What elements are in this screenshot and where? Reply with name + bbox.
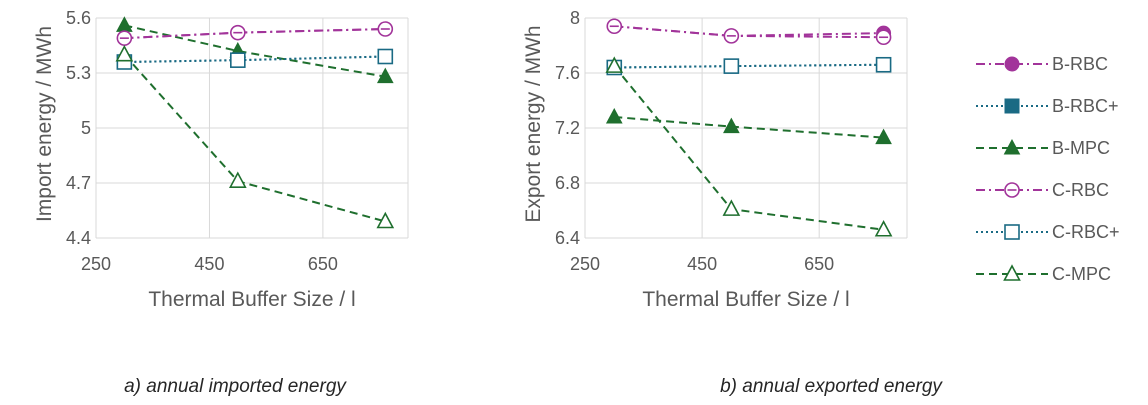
a-series-line-b-mpc [124,24,386,78]
b-ytick-label: 6.8 [555,173,580,193]
legend-label-c-mpc: C-MPC [1052,264,1111,284]
a-series-line-c-rbc-plus [124,55,386,63]
a-ytick-label: 4.7 [66,173,91,193]
legend-label-c-rbc-plus: C-RBC+ [1052,222,1120,242]
caption-a: a) annual imported energy [124,376,346,397]
a-series-line-c-rbc [124,28,386,40]
b-point-c-rbc-plus [723,58,740,74]
b-x-axis-title: Thermal Buffer Size / l [642,288,849,311]
a-point-c-rbc-plus [230,52,246,68]
b-series-line-c-rbc [614,25,884,39]
b-ytick-label: 7.6 [555,63,580,83]
a-ytick-label: 5.6 [66,8,91,28]
b-series-line-b-mpc [614,116,884,139]
b-ytick-label: 8 [570,8,580,28]
legend: B-RBC B-RBC+ B-MPC C-RBC C-RBC+ C-MPC [976,54,1120,284]
a-xtick-label: 450 [194,254,224,274]
legend-marker-b-rbc-plus [1004,98,1020,114]
caption-b: b) annual exported energy [720,376,942,397]
b-point-c-mpc [605,56,624,73]
legend-marker-b-mpc [1003,138,1021,155]
a-xtick-label: 650 [308,254,338,274]
b-point-b-mpc [605,107,623,124]
chart-annual-import: 4.4 4.7 5 5.3 5.6 250 450 650 Thermal Buffer Siz… [33,8,409,311]
a-ytick-label: 4.4 [66,228,91,248]
b-xtick-label: 650 [804,254,834,274]
b-series-line-c-mpc [613,65,884,231]
a-point-c-mpc [376,211,395,229]
a-point-c-mpc [115,44,134,62]
b-ytick-label: 6.4 [555,228,580,248]
legend-label-c-rbc: C-RBC [1052,180,1109,200]
b-point-c-mpc [874,220,893,237]
a-xtick-label: 250 [81,254,111,274]
a-x-axis-title: Thermal Buffer Size / l [148,288,355,311]
legend-label-b-rbc: B-RBC [1052,54,1108,74]
a-point-c-rbc-plus [377,48,394,65]
a-ytick-label: 5.3 [66,63,91,83]
b-xtick-label: 250 [570,254,600,274]
legend-marker-c-rbc-plus [1004,224,1020,240]
b-point-c-rbc-plus [875,56,892,73]
legend-marker-c-mpc [1003,264,1021,281]
b-point-b-mpc [875,128,892,145]
b-xtick-label: 450 [687,254,717,274]
a-point-c-mpc [228,171,247,188]
a-point-b-mpc [376,67,394,84]
b-point-b-mpc [723,117,740,134]
b-y-axis-title: Export energy / MWh [522,25,545,222]
b-point-c-mpc [722,199,741,216]
chart-annual-export: 6.4 6.8 7.2 7.6 8 250 450 650 Thermal Buffer Siz… [522,8,908,311]
a-y-axis-title: Import energy / MWh [33,26,56,222]
legend-label-b-rbc-plus: B-RBC+ [1052,96,1119,116]
b-ytick-label: 7.2 [555,118,580,138]
a-point-b-mpc [116,16,133,32]
a-ytick-label: 5 [81,118,91,138]
b-series-line-b-rbc [614,25,884,37]
legend-label-b-mpc: B-MPC [1052,138,1110,158]
a-series-line-c-mpc [123,53,386,223]
legend-marker-b-rbc [1004,56,1020,72]
b-series-line-c-rbc-plus [614,63,884,69]
